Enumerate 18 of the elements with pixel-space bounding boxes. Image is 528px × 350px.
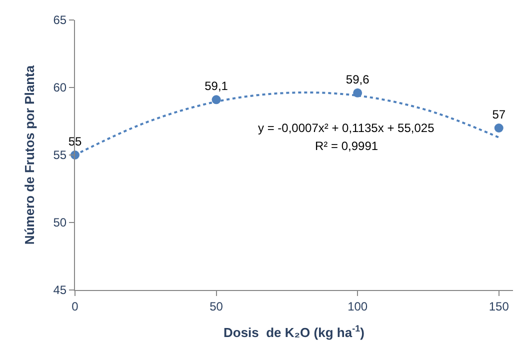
y-tick-label: 50 bbox=[53, 216, 67, 230]
data-label: 59,1 bbox=[204, 79, 228, 94]
data-label: 55 bbox=[68, 134, 82, 148]
x-tick-label: 0 bbox=[72, 299, 79, 314]
x-tick-label: 150 bbox=[488, 299, 510, 314]
y-tick-label: 65 bbox=[53, 13, 67, 28]
y-tick-label: 60 bbox=[53, 80, 67, 95]
data-label: 59,6 bbox=[346, 72, 370, 86]
point bbox=[494, 124, 504, 132]
y-tick-label: 55 bbox=[53, 148, 67, 162]
annotation: y = -0,0007x² + 0,1135x + 55,025 bbox=[258, 121, 435, 135]
x-axis-title: Dosis de K₂O (kg ha$^{-1}$) bbox=[223, 324, 365, 340]
y-axis-title: Número de Frutos por Planta bbox=[22, 64, 38, 245]
x-tick-label: 50 bbox=[210, 299, 224, 314]
annotation: R² = 0,9991 bbox=[315, 139, 378, 153]
y-tick-label: 45 bbox=[53, 283, 67, 298]
data-label: 57 bbox=[492, 107, 506, 122]
x-tick-label: 100 bbox=[348, 299, 368, 314]
